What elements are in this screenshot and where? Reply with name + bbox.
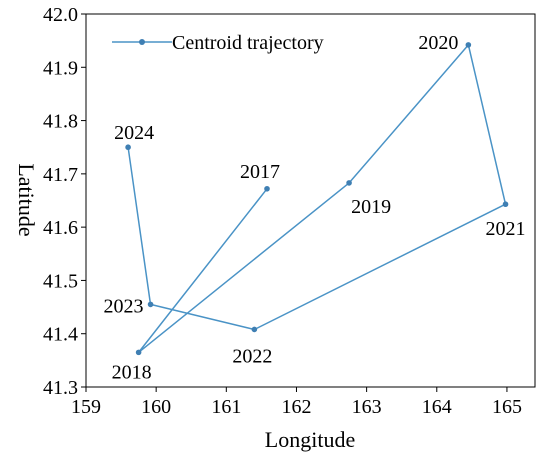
y-tick-label: 41.5 bbox=[43, 270, 78, 292]
legend-point-marker bbox=[139, 39, 145, 45]
y-tick-label: 41.3 bbox=[43, 377, 78, 399]
x-tick-label: 162 bbox=[281, 396, 311, 418]
x-tick-label: 161 bbox=[211, 396, 241, 418]
trajectory-point-2021 bbox=[502, 201, 509, 208]
y-axis-label: Latitude bbox=[14, 163, 39, 236]
y-tick-label: 41.8 bbox=[43, 111, 78, 133]
y-tick-label: 41.6 bbox=[43, 217, 78, 239]
point-label-2020: 2020 bbox=[418, 32, 458, 54]
x-axis-label: Longitude bbox=[265, 427, 355, 452]
x-tick-label: 163 bbox=[352, 396, 382, 418]
y-tick-label: 41.9 bbox=[43, 57, 78, 79]
point-label-2021: 2021 bbox=[486, 218, 526, 240]
point-label-2022: 2022 bbox=[232, 345, 272, 367]
plot-frame bbox=[85, 13, 536, 388]
trajectory-point-2020 bbox=[465, 42, 472, 48]
y-tick-label: 42.0 bbox=[43, 4, 78, 26]
legend: Centroid trajectory bbox=[112, 32, 324, 54]
x-tick-label: 159 bbox=[71, 396, 101, 418]
trajectory-line bbox=[127, 44, 507, 354]
y-tick-label: 41.7 bbox=[43, 164, 78, 186]
trajectory-point-2022 bbox=[251, 326, 258, 333]
legend-label: Centroid trajectory bbox=[172, 32, 324, 54]
point-label-2024: 2024 bbox=[114, 122, 154, 144]
y-tick-label: 41.4 bbox=[43, 324, 78, 346]
x-tick-label: 165 bbox=[492, 396, 522, 418]
point-label-2018: 2018 bbox=[112, 361, 152, 383]
x-tick-label: 160 bbox=[141, 396, 171, 418]
point-label-2019: 2019 bbox=[351, 196, 391, 218]
x-tick-label: 164 bbox=[422, 396, 452, 418]
trajectory-point-2024 bbox=[125, 144, 131, 151]
trajectory-point-2017 bbox=[264, 185, 270, 192]
point-label-2017: 2017 bbox=[240, 161, 280, 183]
point-label-2023: 2023 bbox=[104, 295, 144, 317]
trajectory-point-2019 bbox=[346, 180, 352, 186]
trajectory-point-2018 bbox=[135, 349, 142, 356]
trajectory-point-2023 bbox=[147, 301, 154, 308]
